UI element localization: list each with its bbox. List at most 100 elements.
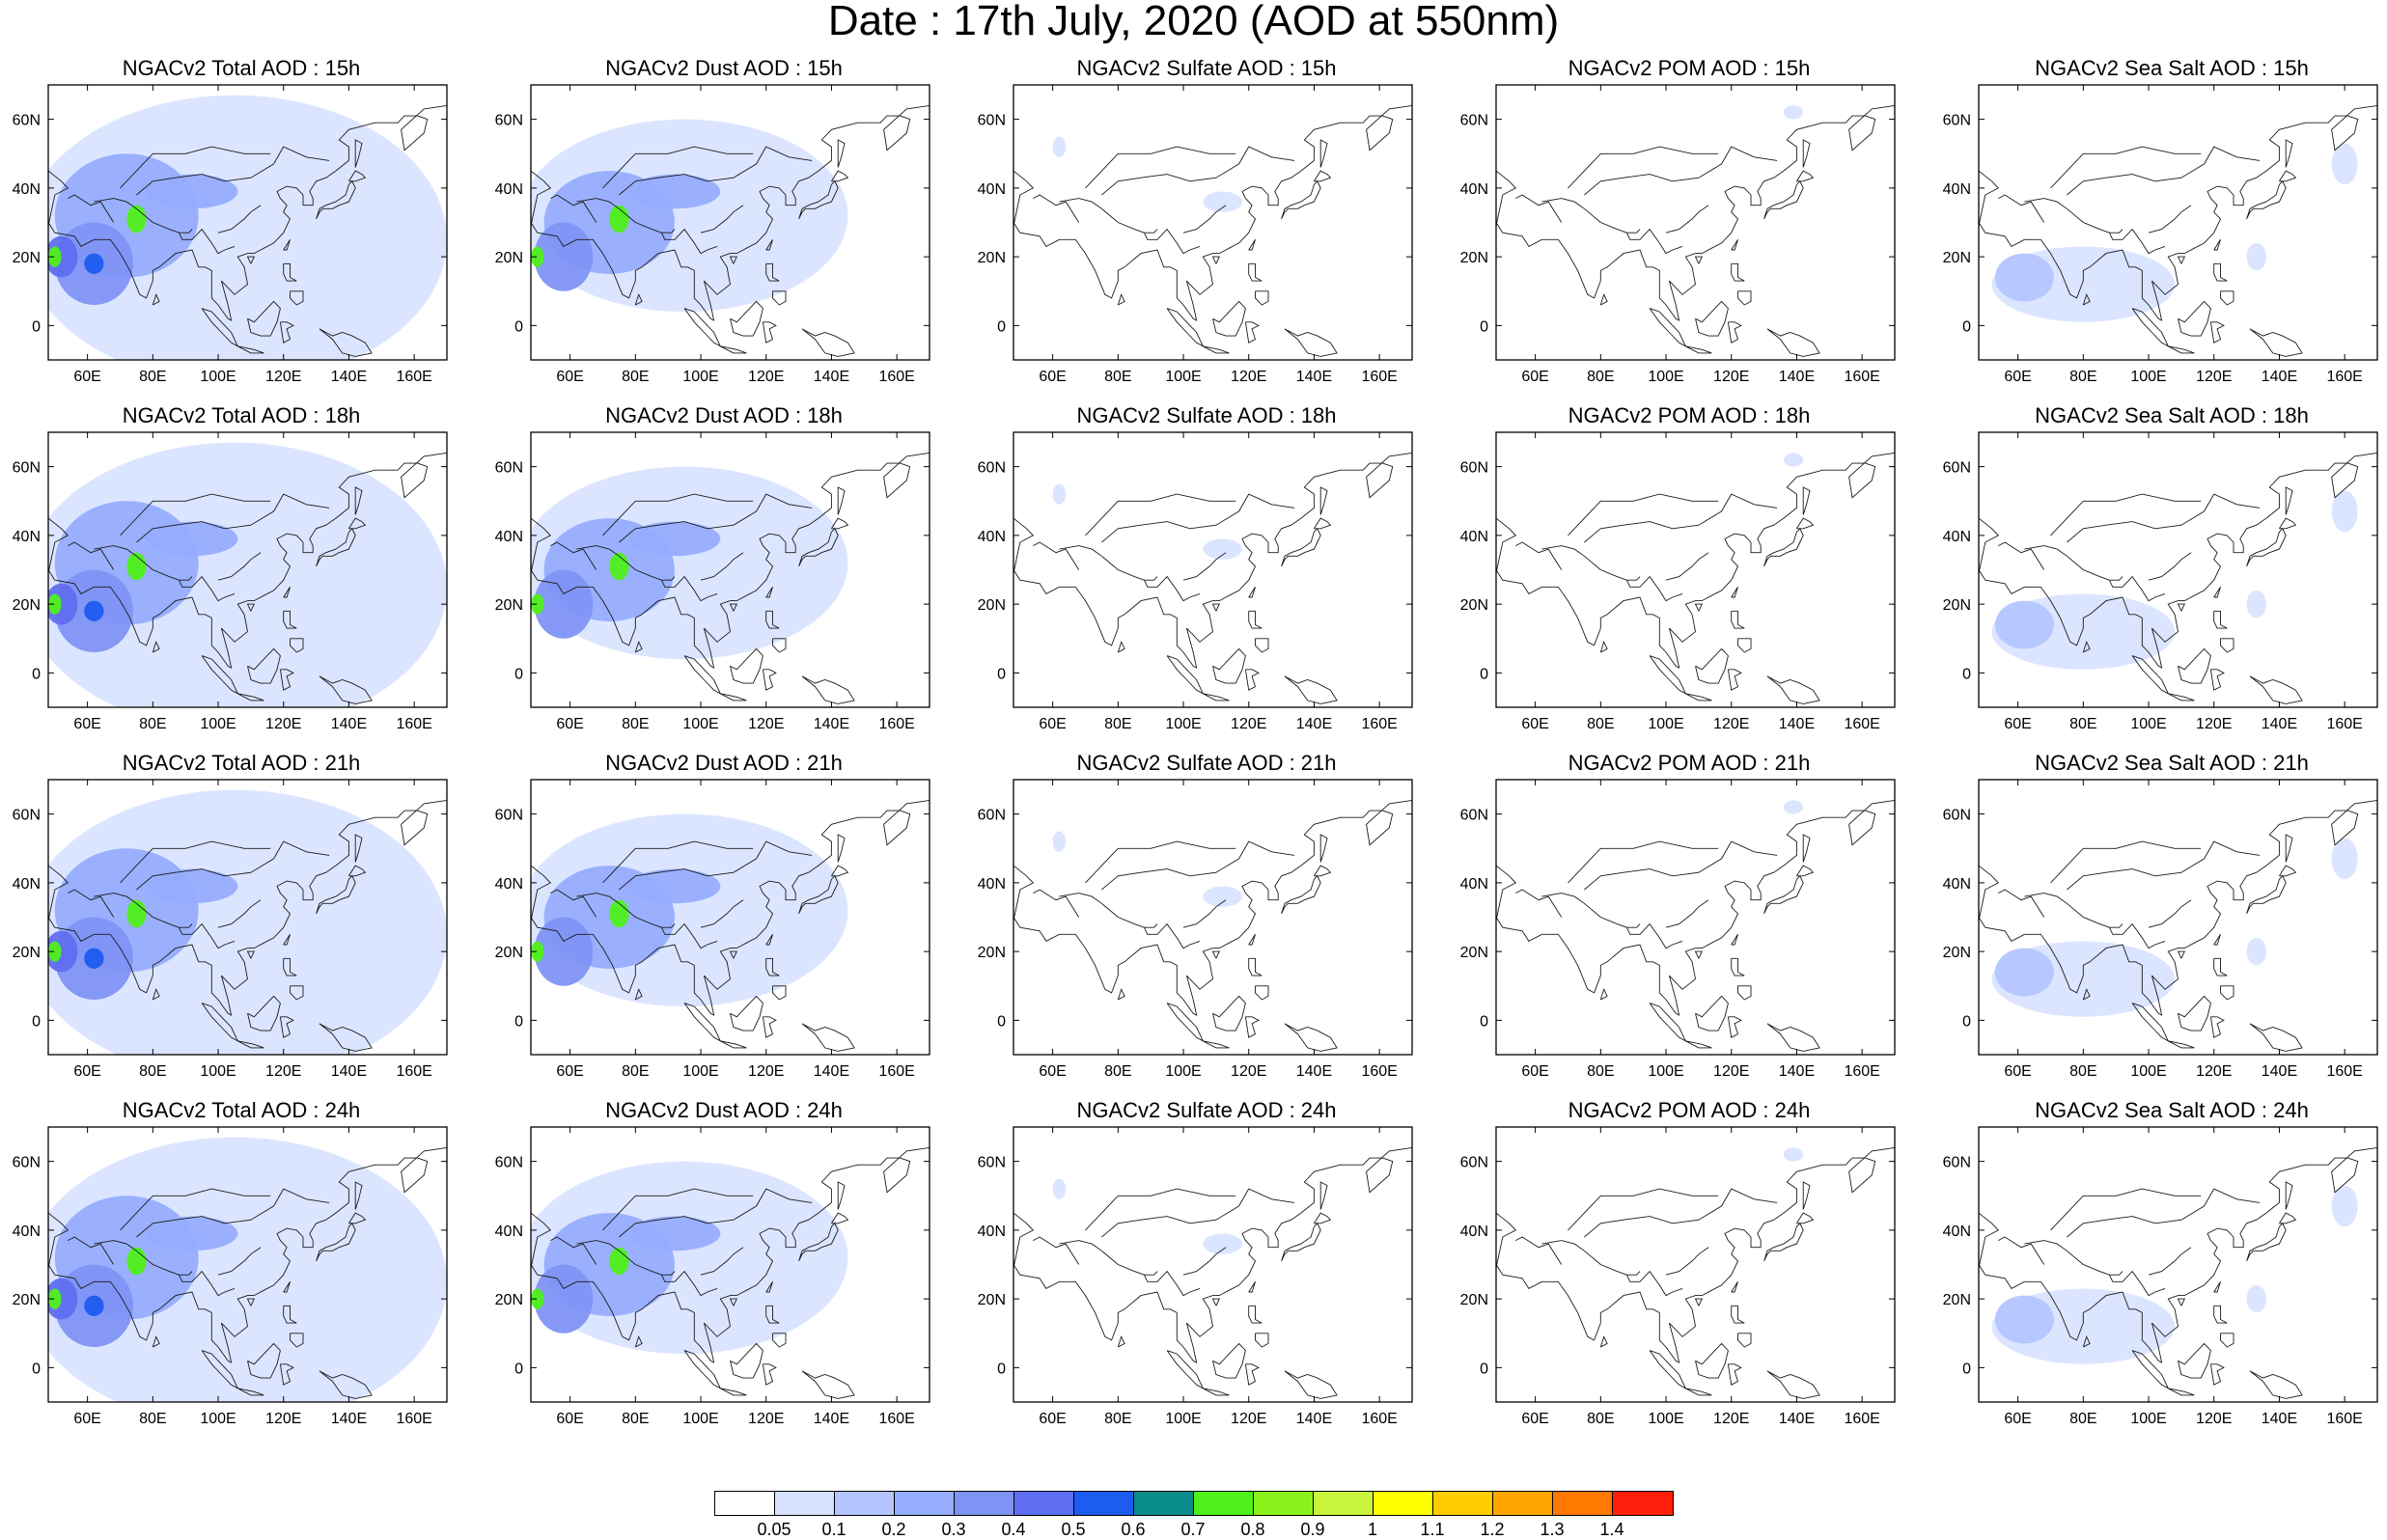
coastline [2279,1212,2297,1224]
lon-tick-label: 140E [814,1063,849,1080]
lon-tick-label: 160E [396,1063,431,1080]
coastline [762,669,777,691]
coastline [290,1333,304,1348]
lon-tick-label: 100E [200,1411,236,1427]
lon-tick-label: 160E [1361,369,1397,385]
coastline [2220,1333,2234,1348]
coastline [1665,899,1709,928]
map-panel-dust: NGACv2 Dust AOD : 15h 60E 80E 100E 120E 140E 1… [483,54,965,401]
lat-tick-label: 20N [495,945,523,961]
coastline [2213,957,2228,976]
coastline [2024,893,2123,928]
coastline [178,1270,236,1297]
lon-tick-label: 80E [2069,1411,2096,1427]
coastline [2178,647,2211,684]
coastline [765,610,780,629]
lon-tick-label: 100E [1165,716,1201,732]
map-panel-pom: NGACv2 POM AOD : 21h 60E 80E 100E 120E 140E 16… [1448,749,1930,1096]
lat-tick-label: 40N [1460,529,1488,545]
coastline [1665,1247,1709,1276]
coastline [634,1335,643,1348]
coastline [831,1212,849,1224]
coastline [217,1247,262,1276]
aod-plume-patch [84,600,104,621]
lon-tick-label: 60E [1521,1063,1548,1080]
coastline [348,517,367,530]
colorbar-label: 0.8 [1240,1520,1265,1539]
lon-tick-label: 80E [622,1411,649,1427]
colorbar-swatch [774,1491,836,1516]
aod-plume-patch [2246,590,2266,619]
panel-title: NGACv2 POM AOD : 18h [1568,403,1811,427]
coastline [2246,528,2287,567]
coastline [2067,1188,2261,1238]
coastline [120,146,271,189]
coastline [1694,603,1704,612]
coastline [1727,1363,1742,1386]
lon-tick-label: 120E [1713,1063,1749,1080]
coastline [1319,834,1328,863]
lon-tick-label: 140E [814,369,849,385]
coastline [765,1281,773,1293]
coastline [1625,228,1683,255]
coastline [2108,575,2166,602]
aod-plume-patch [1052,1178,1067,1199]
coastline [2209,1016,2225,1038]
colorbar-swatch [1313,1491,1374,1516]
coastline [2249,1370,2303,1399]
map-frame [1978,431,2378,708]
coastline [729,950,738,959]
coastline [94,198,193,234]
lon-tick-label: 60E [2004,716,2031,732]
coastline [1568,493,1719,536]
coastline [1013,1146,1412,1363]
coastline [1212,1342,1246,1379]
coastline [531,517,552,574]
coastline [178,922,236,949]
coastline [2285,1181,2293,1210]
coastline [531,170,552,227]
panel-title: NGACv2 Sea Salt AOD : 21h [2035,751,2309,775]
coastline [531,104,930,321]
coastline [2178,300,2211,337]
colorbar-swatch [1612,1491,1674,1516]
coastline [1255,290,1269,306]
aod-plume-patch [531,941,544,962]
lat-tick-label: 40N [978,876,1006,893]
lon-tick-label: 60E [1039,716,1066,732]
coastline [2178,1342,2211,1379]
map-panel-sulfate: NGACv2 Sulfate AOD : 24h 60E 80E 100E 120E 14… [965,1096,1448,1444]
lat-tick-label: 0 [1962,1013,1971,1030]
coastline [1117,293,1125,306]
coastline [1802,834,1811,863]
coastline [660,922,718,949]
coastline [48,1212,69,1269]
coastline [1281,528,1321,567]
coastline [2024,1240,2123,1276]
coastline [2177,1298,2186,1306]
coastline [1625,575,1683,602]
coastline [283,262,297,282]
coastline [178,575,236,602]
lon-tick-label: 120E [1231,1411,1266,1427]
lon-tick-label: 60E [1039,369,1066,385]
coastline [1101,493,1295,543]
coastline [700,1247,744,1276]
coastline [1568,1188,1719,1231]
lon-tick-label: 160E [878,369,914,385]
map-panel-pom: NGACv2 POM AOD : 15h 60E 80E 100E 120E 140E 16… [1448,54,1930,401]
coastline [1101,840,1295,891]
lon-tick-label: 120E [748,369,784,385]
coastline [1685,693,1712,701]
map-frame [47,779,448,1056]
coastline [1496,104,1895,321]
coastline [1248,610,1263,629]
coastline [1998,194,2045,223]
aod-plume-patch [48,246,62,267]
coastline [1731,957,1745,976]
map-frame [1013,431,1413,708]
colorbar-swatch [894,1491,956,1516]
coastline [1727,1016,1742,1038]
coastline [246,603,256,612]
coastline [1599,1335,1608,1348]
